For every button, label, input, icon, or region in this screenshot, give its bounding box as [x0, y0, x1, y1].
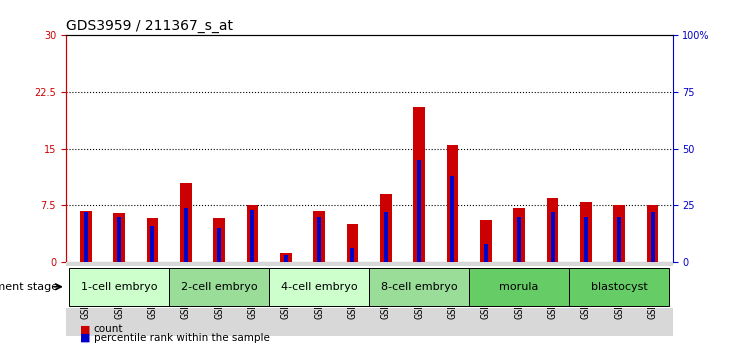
- Bar: [417, 160, 421, 262]
- Text: GSM456647: GSM456647: [214, 266, 224, 319]
- Bar: [647, 205, 659, 262]
- Bar: [480, 221, 492, 262]
- Text: GSM456660: GSM456660: [648, 266, 657, 319]
- Text: GSM456645: GSM456645: [148, 266, 157, 319]
- Text: percentile rank within the sample: percentile rank within the sample: [94, 333, 270, 343]
- Text: ■: ■: [80, 333, 91, 343]
- Bar: [69, 268, 169, 306]
- Bar: [350, 249, 355, 262]
- Bar: [180, 183, 192, 262]
- Bar: [213, 218, 225, 262]
- Text: GSM456649: GSM456649: [281, 266, 291, 319]
- Bar: [269, 268, 369, 306]
- Text: blastocyst: blastocyst: [591, 282, 648, 292]
- Bar: [314, 211, 325, 262]
- Text: GSM456643: GSM456643: [81, 266, 91, 319]
- Bar: [517, 217, 521, 262]
- Text: 8-cell embryo: 8-cell embryo: [381, 282, 458, 292]
- Bar: [147, 218, 159, 262]
- Text: development stage: development stage: [0, 282, 58, 292]
- Bar: [169, 268, 269, 306]
- Bar: [469, 268, 569, 306]
- Text: GSM456650: GSM456650: [314, 266, 324, 319]
- Bar: [413, 107, 425, 262]
- Bar: [584, 217, 588, 262]
- Bar: [84, 212, 88, 262]
- Text: 1-cell embryo: 1-cell embryo: [81, 282, 157, 292]
- Text: 2-cell embryo: 2-cell embryo: [181, 282, 257, 292]
- Text: GSM456657: GSM456657: [548, 266, 558, 319]
- Text: GSM456655: GSM456655: [481, 266, 491, 319]
- Bar: [317, 217, 321, 262]
- Text: GSM456653: GSM456653: [414, 266, 424, 319]
- Bar: [80, 211, 91, 262]
- Text: GSM456654: GSM456654: [447, 266, 458, 319]
- Bar: [617, 217, 621, 262]
- Text: GDS3959 / 211367_s_at: GDS3959 / 211367_s_at: [66, 19, 232, 33]
- Text: 4-cell embryo: 4-cell embryo: [281, 282, 357, 292]
- Bar: [183, 207, 188, 262]
- Text: GSM456646: GSM456646: [181, 266, 191, 319]
- Bar: [569, 268, 669, 306]
- Bar: [251, 210, 254, 262]
- Bar: [217, 228, 221, 262]
- Bar: [246, 205, 258, 262]
- Bar: [450, 176, 455, 262]
- Text: GSM456658: GSM456658: [581, 266, 591, 319]
- Text: GSM456656: GSM456656: [514, 266, 524, 319]
- Bar: [113, 213, 125, 262]
- Bar: [651, 212, 654, 262]
- Bar: [284, 255, 288, 262]
- Text: GSM456659: GSM456659: [614, 266, 624, 319]
- Bar: [380, 194, 392, 262]
- Text: GSM456644: GSM456644: [114, 266, 124, 319]
- Bar: [447, 145, 458, 262]
- Bar: [117, 217, 121, 262]
- Bar: [613, 205, 625, 262]
- Text: morula: morula: [499, 282, 539, 292]
- Bar: [550, 212, 555, 262]
- Text: count: count: [94, 324, 123, 334]
- Text: GSM456651: GSM456651: [347, 266, 357, 319]
- Bar: [513, 207, 525, 262]
- Text: ■: ■: [80, 324, 91, 334]
- Bar: [369, 268, 469, 306]
- Bar: [484, 244, 488, 262]
- Bar: [346, 224, 358, 262]
- Bar: [384, 212, 388, 262]
- Bar: [547, 198, 558, 262]
- Text: GSM456648: GSM456648: [248, 266, 257, 319]
- Bar: [151, 226, 154, 262]
- Text: GSM456652: GSM456652: [381, 266, 391, 319]
- Bar: [580, 201, 591, 262]
- Bar: [280, 253, 292, 262]
